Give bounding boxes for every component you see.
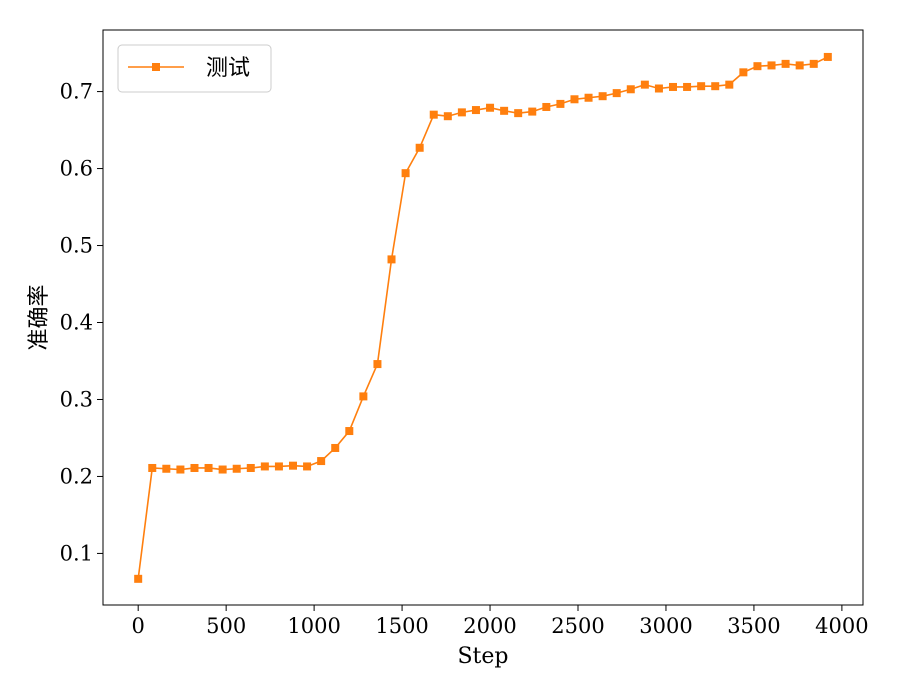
- data-point: [654, 84, 663, 93]
- x-tick-label: 3000: [639, 614, 692, 638]
- data-point: [401, 169, 410, 178]
- data-point: [767, 61, 776, 70]
- data-point: [457, 108, 466, 117]
- data-point: [134, 574, 143, 583]
- data-point: [471, 106, 480, 115]
- legend-marker: [152, 63, 160, 71]
- data-point: [176, 465, 185, 474]
- data-point: [260, 462, 269, 471]
- data-point: [345, 427, 354, 436]
- data-point: [218, 465, 227, 474]
- data-point: [486, 103, 495, 112]
- x-tick-label: 500: [206, 614, 246, 638]
- data-point: [443, 112, 452, 121]
- data-point: [809, 59, 818, 68]
- x-tick-label: 1000: [287, 614, 340, 638]
- data-point: [232, 464, 241, 473]
- data-point: [697, 82, 706, 91]
- x-tick-label: 2500: [551, 614, 604, 638]
- data-point: [669, 82, 677, 91]
- data-point: [429, 110, 438, 119]
- data-point: [823, 52, 832, 61]
- data-point: [795, 61, 804, 70]
- y-tick-label: 0.6: [60, 157, 93, 181]
- data-point: [626, 85, 635, 94]
- axes: 0 500 1000 1500 2000 2500 3000 3500 4000 0.1 0.2 0.…: [60, 29, 869, 638]
- data-point: [190, 463, 199, 472]
- data-point: [528, 107, 537, 116]
- x-tick-label: 2000: [463, 614, 516, 638]
- y-tick-label: 0.1: [60, 541, 93, 565]
- data-point: [570, 95, 579, 104]
- data-point: [204, 463, 213, 472]
- data-point: [640, 80, 649, 89]
- y-tick-label: 0.4: [60, 311, 93, 335]
- data-point: [246, 463, 255, 472]
- data-point: [289, 461, 297, 470]
- x-axis-title: Step: [457, 644, 508, 669]
- x-tick-label: 0: [131, 614, 144, 638]
- plot-frame: [102, 29, 864, 606]
- legend: 测试: [117, 44, 272, 93]
- y-tick-label: 0.3: [60, 387, 93, 411]
- data-point: [542, 102, 551, 111]
- data-point: [739, 68, 748, 77]
- data-point: [514, 109, 523, 118]
- data-point: [373, 360, 382, 369]
- series-line: [137, 56, 829, 579]
- data-point: [500, 106, 509, 115]
- y-tick-label: 0.5: [60, 234, 93, 258]
- data-point: [753, 62, 762, 71]
- data-point: [274, 462, 283, 471]
- x-tick-label: 4000: [815, 614, 868, 638]
- data-point: [359, 392, 368, 401]
- y-axis-title: 准确率: [27, 284, 52, 350]
- data-point: [725, 80, 734, 89]
- data-point: [317, 457, 326, 466]
- legend-box: [117, 44, 272, 93]
- data-point: [303, 462, 312, 471]
- data-point: [556, 99, 565, 108]
- data-point: [148, 463, 157, 472]
- data-point: [584, 93, 593, 102]
- data-point: [781, 59, 790, 68]
- data-point: [598, 92, 607, 101]
- x-tick-label: 3500: [727, 614, 780, 638]
- data-point: [612, 89, 621, 98]
- data-point: [331, 443, 340, 452]
- data-point: [711, 82, 720, 91]
- y-tick-label: 0.7: [60, 80, 93, 104]
- series-layer: [134, 52, 832, 583]
- data-point: [387, 255, 396, 264]
- data-point: [415, 143, 424, 152]
- legend-label: 测试: [206, 56, 250, 81]
- y-tick-label: 0.2: [60, 464, 93, 488]
- x-tick-label: 1500: [375, 614, 428, 638]
- data-point: [162, 464, 171, 473]
- data-point: [683, 82, 692, 91]
